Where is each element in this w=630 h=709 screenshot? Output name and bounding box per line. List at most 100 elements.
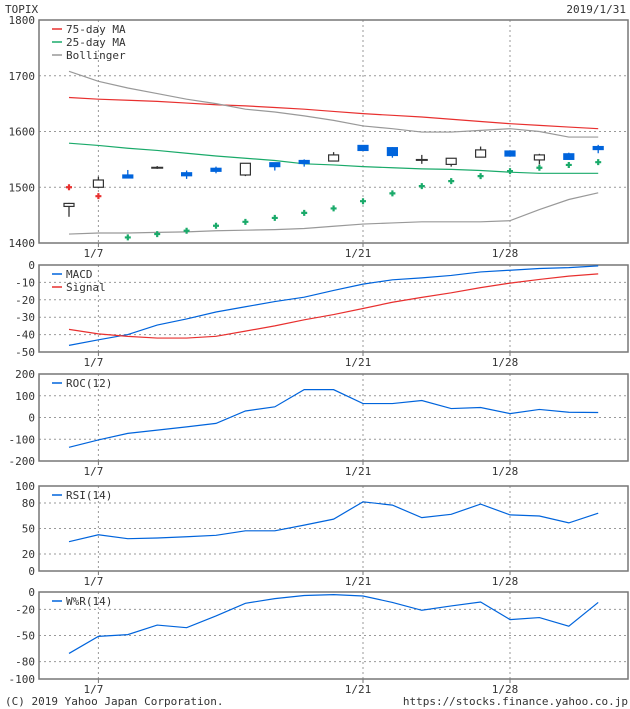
candle: [445, 157, 457, 167]
sar-dot: [271, 214, 278, 221]
candle-body: [63, 202, 75, 208]
y-tick-label: 0: [28, 412, 35, 425]
sar-dot: [183, 227, 190, 234]
series-line-75-day-ma: [68, 96, 599, 130]
y-tick-label: -50: [15, 346, 35, 359]
x-tick-label: 1/21: [345, 356, 372, 369]
sar-dot: [595, 159, 602, 166]
source-url[interactable]: https://stocks.finance.yahoo.co.jp: [403, 695, 628, 708]
x-tick-label: 1/21: [345, 247, 372, 260]
candle-body: [386, 147, 398, 157]
y-tick-label: -100: [9, 673, 36, 686]
x-tick-label: 1/21: [345, 683, 372, 696]
candle-body: [239, 162, 251, 176]
sar-dot: [330, 205, 337, 212]
candle: [63, 202, 75, 217]
y-tick-label: 1400: [9, 237, 36, 250]
candle: [415, 154, 428, 164]
panel-wr: -100 -80 -50 -20 0 1/7 1/21 1/28 W%R(14): [9, 586, 629, 696]
candle: [386, 147, 398, 158]
candle: [181, 170, 193, 179]
x-tick-label: 1/7: [83, 575, 103, 588]
candle-body: [592, 145, 604, 151]
candle-body: [445, 157, 457, 165]
sar-dot: [507, 168, 513, 175]
y-tick-label: 0: [28, 565, 35, 578]
series-line-rsi-14-: [68, 501, 599, 543]
y-tick-label: -200: [9, 455, 36, 468]
x-tick-label: 1/7: [83, 247, 103, 260]
x-tick-label: 1/28: [492, 356, 519, 369]
sar-dot: [477, 173, 484, 180]
y-tick-label: 200: [15, 368, 35, 381]
sar-dot: [301, 209, 308, 216]
x-tick-label: 1/21: [345, 465, 372, 478]
sar-dot: [66, 184, 72, 191]
candle: [357, 144, 369, 152]
sar-dot: [360, 198, 366, 205]
candle-body: [475, 149, 487, 158]
candle: [151, 166, 164, 169]
sar-dot: [154, 231, 161, 238]
series-line-macd: [68, 265, 599, 346]
series-line-bollinger: [68, 70, 599, 138]
candle: [475, 146, 487, 158]
sar-dot: [389, 190, 396, 197]
y-tick-label: -40: [15, 329, 35, 342]
sar-dot: [418, 183, 425, 190]
series-line-signal: [68, 273, 599, 339]
plot-frame: [38, 373, 629, 462]
y-tick-label: 1700: [9, 70, 36, 83]
panel-price: 1400 1500 1600 1700 1800 1/7 1/21 1/28 75-day MA…: [9, 14, 629, 260]
y-tick-label: -30: [15, 311, 35, 324]
candle: [592, 144, 604, 154]
legend-label: ROC(12): [66, 377, 112, 390]
y-tick-label: -100: [9, 433, 36, 446]
y-tick-label: -20: [15, 294, 35, 307]
y-tick-label: -80: [15, 656, 35, 669]
candle-body: [504, 150, 516, 157]
y-tick-label: 20: [22, 548, 35, 561]
legend-label: 75-day MA: [66, 23, 126, 36]
candle: [504, 150, 516, 157]
copyright: (C) 2019 Yahoo Japan Corporation.: [5, 695, 224, 708]
x-tick-label: 1/28: [492, 465, 519, 478]
sar-dot: [242, 218, 249, 225]
candle: [328, 152, 340, 162]
candle-body: [92, 179, 105, 188]
candle-body: [269, 162, 281, 168]
y-tick-label: 1600: [9, 126, 36, 139]
candle: [269, 162, 281, 171]
sar-dot: [124, 234, 131, 241]
sar-dot: [213, 222, 219, 229]
series-line-roc-12-: [68, 389, 599, 448]
y-tick-label: 50: [22, 523, 35, 536]
chart-date: 2019/1/31: [566, 3, 626, 16]
sar-dot: [536, 164, 543, 171]
y-tick-label: 80: [22, 497, 35, 510]
legend-label: MACD: [66, 268, 93, 281]
candle-body: [328, 154, 340, 162]
y-tick-label: -20: [15, 603, 35, 616]
plot-frame: [38, 591, 629, 680]
legend-label: 25-day MA: [66, 36, 126, 49]
x-tick-label: 1/7: [83, 465, 103, 478]
series-line-bollinger-lower: [68, 192, 599, 235]
sar-dot: [448, 178, 455, 185]
series-line-w-r-14-: [68, 594, 599, 654]
plot-frame: [38, 485, 629, 572]
candle-body: [357, 144, 369, 152]
legend-label: RSI(14): [66, 489, 112, 502]
candle-body: [181, 172, 193, 177]
x-tick-label: 1/28: [492, 247, 519, 260]
plot-frame: [38, 264, 629, 353]
x-tick-label: 1/21: [345, 575, 372, 588]
candle-body: [533, 154, 546, 161]
legend-label: Bollinger: [66, 49, 126, 62]
y-tick-label: -10: [15, 276, 35, 289]
sar-dot: [565, 161, 572, 168]
y-tick-label: 1500: [9, 181, 36, 194]
